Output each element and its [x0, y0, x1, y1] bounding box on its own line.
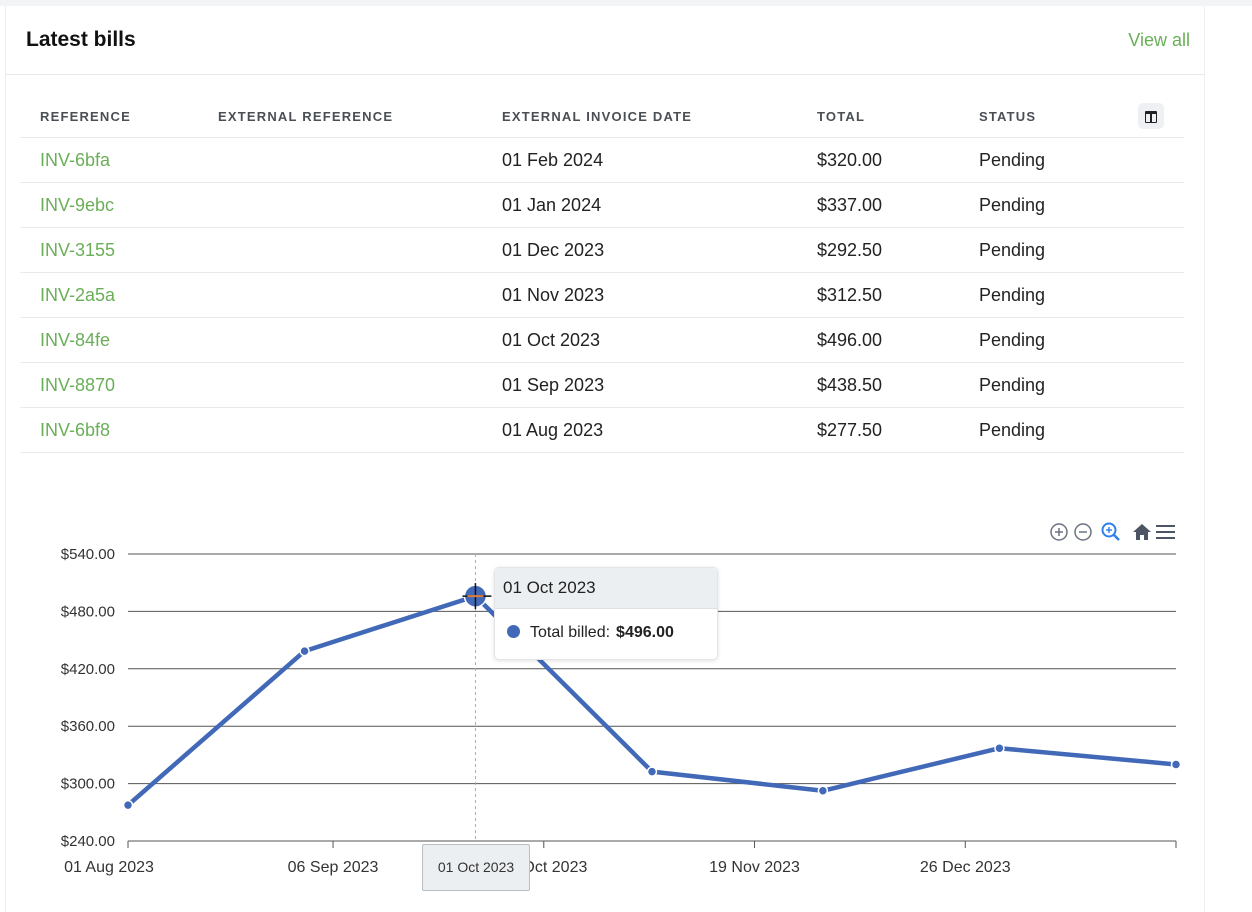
table-row[interactable]: INV-2a5a 01 Nov 2023 $312.50 Pending [20, 272, 1184, 318]
total-cell: $337.00 [797, 182, 959, 228]
row-spacer [1114, 227, 1184, 273]
reference-link[interactable]: INV-6bfa [20, 137, 198, 183]
columns-toggle-button[interactable] [1138, 103, 1164, 129]
invoice-date-cell: 01 Oct 2023 [482, 317, 797, 363]
external-reference-cell [198, 272, 482, 318]
menu-icon[interactable] [1154, 521, 1176, 543]
tooltip-title: 01 Oct 2023 [495, 568, 717, 609]
zoom-out-icon[interactable] [1073, 521, 1095, 543]
data-point [1170, 759, 1182, 770]
data-point [299, 645, 310, 657]
table-row[interactable]: INV-6bf8 01 Aug 2023 $277.50 Pending [20, 407, 1184, 453]
invoice-date-cell: 01 Aug 2023 [482, 407, 797, 453]
home-icon[interactable] [1131, 521, 1153, 543]
data-point [817, 785, 829, 797]
status-cell: Pending [959, 272, 1114, 318]
status-cell: Pending [959, 137, 1114, 183]
top-strip [0, 0, 1252, 6]
y-tick-label: $300.00 [61, 776, 115, 793]
header-reference[interactable]: REFERENCE [20, 95, 198, 138]
total-cell: $438.50 [797, 362, 959, 408]
table-row[interactable]: INV-3155 01 Dec 2023 $292.50 Pending [20, 227, 1184, 273]
tooltip-label: Total billed: [530, 624, 611, 641]
row-spacer [1114, 317, 1184, 363]
card-header: Latest bills View all [6, 6, 1204, 75]
y-tick-label: $480.00 [61, 603, 115, 620]
external-reference-cell [198, 317, 482, 363]
status-cell: Pending [959, 227, 1114, 273]
columns-icon [1145, 111, 1157, 123]
y-tick-label: $420.00 [61, 661, 115, 678]
table-header-row: REFERENCE EXTERNAL REFERENCE EXTERNAL IN… [20, 95, 1184, 138]
external-reference-cell [198, 407, 482, 453]
series-marker-icon [507, 625, 520, 638]
x-tick-label: 19 Nov 2023 [709, 859, 800, 876]
row-spacer [1114, 137, 1184, 183]
total-cell: $292.50 [797, 227, 959, 273]
invoice-date-cell: 01 Dec 2023 [482, 227, 797, 273]
status-cell: Pending [959, 317, 1114, 363]
x-crosshair-label: 01 Oct 2023 [422, 844, 530, 891]
row-spacer [1114, 362, 1184, 408]
total-cell: $320.00 [797, 137, 959, 183]
tooltip-body: Total billed: $496.00 [507, 624, 674, 642]
reference-link[interactable]: INV-2a5a [20, 272, 198, 318]
zoom-selection-icon[interactable] [1100, 521, 1122, 543]
status-cell: Pending [959, 182, 1114, 228]
x-tick-label: 01 Aug 2023 [64, 859, 154, 876]
data-point [646, 766, 658, 777]
bills-table: REFERENCE EXTERNAL REFERENCE EXTERNAL IN… [20, 95, 1184, 453]
header-columns [1114, 95, 1184, 138]
table-row[interactable]: INV-8870 01 Sep 2023 $438.50 Pending [20, 362, 1184, 408]
external-reference-cell [198, 227, 482, 273]
y-tick-label: $540.00 [61, 546, 115, 563]
x-tick-label: 06 Sep 2023 [288, 859, 379, 876]
chart-tooltip: 01 Oct 2023 Total billed: $496.00 [494, 567, 718, 660]
reference-link[interactable]: INV-3155 [20, 227, 198, 273]
invoice-date-cell: 01 Feb 2024 [482, 137, 797, 183]
invoice-date-cell: 01 Jan 2024 [482, 182, 797, 228]
tooltip-value: $496.00 [616, 624, 674, 641]
header-external-invoice-date[interactable]: EXTERNAL INVOICE DATE [482, 95, 797, 138]
invoice-date-cell: 01 Sep 2023 [482, 362, 797, 408]
total-cell: $312.50 [797, 272, 959, 318]
row-spacer [1114, 272, 1184, 318]
invoice-date-cell: 01 Nov 2023 [482, 272, 797, 318]
y-tick-label: $360.00 [61, 718, 115, 735]
zoom-in-icon[interactable] [1049, 521, 1071, 543]
table-row[interactable]: INV-84fe 01 Oct 2023 $496.00 Pending [20, 317, 1184, 363]
status-cell: Pending [959, 407, 1114, 453]
reference-link[interactable]: INV-84fe [20, 317, 198, 363]
total-cell: $277.50 [797, 407, 959, 453]
data-point [122, 799, 134, 811]
reference-link[interactable]: INV-6bf8 [20, 407, 198, 453]
reference-link[interactable]: INV-9ebc [20, 182, 198, 228]
header-total[interactable]: TOTAL [797, 95, 959, 138]
y-tick-label: $240.00 [61, 833, 115, 850]
x-tick-label: 26 Dec 2023 [920, 859, 1011, 876]
table-row[interactable]: INV-6bfa 01 Feb 2024 $320.00 Pending [20, 137, 1184, 183]
external-reference-cell [198, 137, 482, 183]
card-title: Latest bills [26, 28, 136, 51]
view-all-link[interactable]: View all [1128, 30, 1190, 50]
header-status[interactable]: STATUS [959, 95, 1114, 138]
row-spacer [1114, 407, 1184, 453]
table-row[interactable]: INV-9ebc 01 Jan 2024 $337.00 Pending [20, 182, 1184, 228]
header-external-reference[interactable]: EXTERNAL REFERENCE [198, 95, 482, 138]
external-reference-cell [198, 182, 482, 228]
external-reference-cell [198, 362, 482, 408]
total-cell: $496.00 [797, 317, 959, 363]
row-spacer [1114, 182, 1184, 228]
reference-link[interactable]: INV-8870 [20, 362, 198, 408]
status-cell: Pending [959, 362, 1114, 408]
data-point [994, 742, 1005, 754]
